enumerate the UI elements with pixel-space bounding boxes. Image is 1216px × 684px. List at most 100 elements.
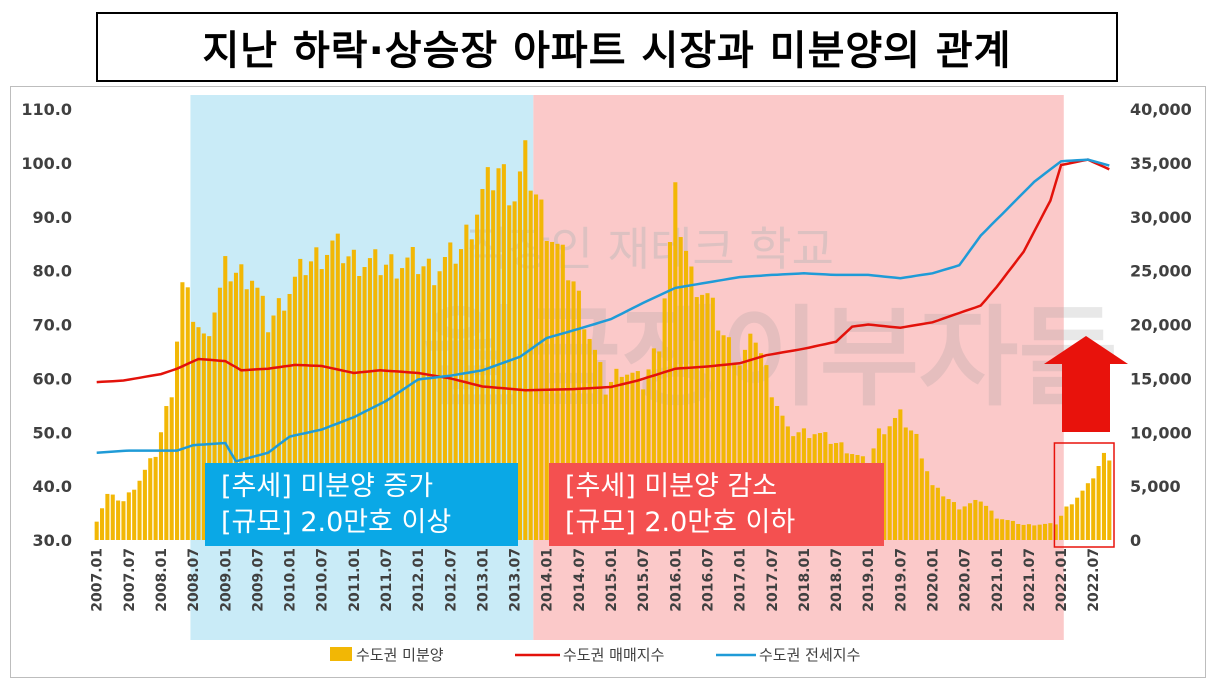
bar-unsold (678, 237, 683, 541)
bar-unsold (250, 280, 255, 540)
bar-unsold (705, 293, 710, 540)
bar-unsold (882, 434, 887, 540)
bar-unsold (657, 351, 662, 540)
bar-unsold (153, 456, 158, 540)
bar-unsold (523, 140, 528, 540)
x-tick: 2015.01 (604, 548, 620, 612)
bar-unsold (416, 274, 421, 540)
bar-unsold (432, 285, 437, 540)
x-tick: 2021.07 (1022, 548, 1038, 612)
bar-unsold (228, 281, 233, 540)
x-tick: 2013.01 (475, 548, 491, 612)
bar-unsold (421, 266, 426, 540)
bar-unsold (694, 297, 699, 540)
bar-unsold (957, 509, 962, 540)
bar-unsold (169, 397, 174, 540)
bar-unsold (951, 502, 956, 540)
bar-unsold (239, 264, 244, 540)
bar-unsold (673, 182, 678, 541)
bar-unsold (212, 312, 217, 540)
bar-unsold (967, 503, 973, 540)
bar-unsold (539, 199, 544, 540)
x-tick: 2010.01 (283, 548, 299, 612)
x-tick: 2019.01 (861, 548, 877, 612)
bar-unsold (142, 469, 147, 540)
x-tick: 2013.07 (508, 548, 524, 612)
bar-unsold (469, 239, 474, 541)
bar-unsold (448, 242, 453, 540)
index-lines (96, 158, 1110, 463)
x-tick: 2018.07 (829, 548, 845, 612)
bar-unsold (909, 430, 914, 540)
bar-unsold (191, 321, 196, 540)
bar-unsold (303, 275, 308, 540)
bar-unsold (94, 521, 99, 540)
bar-unsold (989, 510, 994, 540)
bar-unsold (555, 243, 560, 540)
bar-unsold (614, 368, 619, 540)
x-tick: 2008.01 (154, 548, 170, 612)
bar-unsold (223, 256, 228, 540)
bar-unsold (630, 372, 635, 540)
bar-unsold (946, 499, 951, 540)
bar-unsold (1000, 519, 1005, 540)
y-right-tick: 5,000 (1130, 477, 1181, 496)
bar-unsold (533, 194, 539, 540)
bar-unsold (475, 214, 480, 541)
x-tick: 2011.01 (347, 548, 363, 612)
annotation-growth: [추세] 미분양 증가 [규모] 2.0만호 이상 (205, 463, 518, 546)
bar-unsold (609, 381, 614, 540)
bar-unsold (480, 188, 485, 541)
x-tick: 2012.07 (443, 548, 459, 612)
bar-unsold (496, 168, 501, 540)
bar-unsold (335, 233, 340, 540)
bar-unsold (105, 493, 110, 540)
up-arrow-icon (1044, 336, 1128, 432)
x-tick: 2007.01 (90, 548, 106, 612)
bar-unsold (282, 310, 287, 540)
bar-unsold (271, 315, 276, 540)
bar-unsold (201, 333, 206, 540)
bar-unsold (716, 330, 721, 540)
annotation-decline-trend: [추세] 미분양 감소 (565, 471, 778, 502)
bar-unsold (341, 263, 346, 540)
bar-unsold (501, 164, 506, 540)
bar-unsold (1021, 524, 1026, 540)
bar-unsold (914, 433, 919, 540)
y-left-tick: 60.0 (33, 369, 72, 388)
recent-highlight (1044, 336, 1128, 548)
y-left-tick: 80.0 (33, 262, 72, 281)
bar-unsold (319, 269, 324, 540)
bar-unsold (314, 247, 319, 540)
bar-unsold (710, 297, 715, 540)
x-tick: 2009.07 (250, 548, 266, 612)
bar-unsold (1053, 524, 1058, 540)
bar-unsold (410, 246, 415, 540)
bar-unsold (1032, 525, 1037, 540)
bar-unsold (1096, 466, 1101, 540)
bar-unsold (742, 349, 748, 540)
bar-unsold (308, 261, 314, 540)
x-tick: 2011.07 (379, 548, 395, 612)
bar-unsold (635, 371, 640, 540)
bar-unsold (266, 332, 271, 540)
bar-unsold (405, 257, 410, 540)
legend-bar-swatch (330, 647, 352, 661)
x-tick: 2017.01 (733, 548, 749, 612)
bar-unsold (759, 353, 764, 540)
bar-unsold (667, 242, 673, 540)
bar-unsold (1075, 497, 1080, 540)
line-sale-index (96, 158, 1110, 392)
bar-unsold (233, 272, 239, 540)
bar-unsold (1107, 460, 1112, 540)
bar-unsold (394, 278, 399, 540)
bar-unsold (571, 281, 576, 540)
bar-unsold (689, 266, 694, 540)
bar-unsold (255, 287, 260, 540)
y-left-tick: 40.0 (33, 477, 72, 496)
bar-unsold (1085, 483, 1090, 540)
bar-unsold (1016, 524, 1021, 540)
bar-unsold (550, 241, 555, 540)
bar-unsold (978, 501, 983, 540)
bar-unsold (753, 342, 758, 540)
